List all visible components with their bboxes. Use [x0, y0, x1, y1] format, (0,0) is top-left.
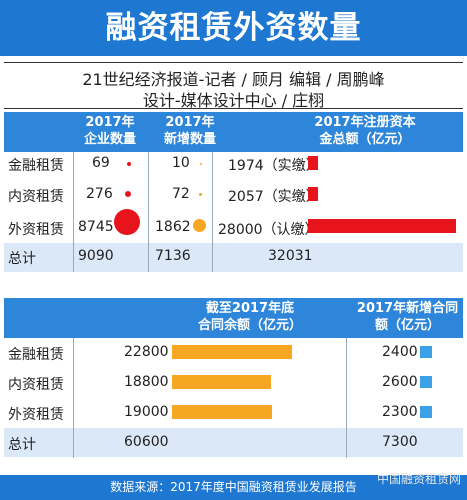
balance-bar-financial: [172, 345, 292, 359]
panel1-header-companies-2: 企业数量: [83, 132, 136, 147]
capital-bar-domestic: [308, 187, 318, 201]
footer-bar: [0, 475, 467, 500]
row-label-domestic: 内资租赁: [8, 377, 64, 393]
panel1-header-new-2: 新增数量: [163, 132, 216, 147]
divider: [4, 108, 463, 109]
new-contract-square-foreign: [420, 406, 432, 418]
panel2-header-new-1: 2017年新增合同: [356, 301, 459, 316]
column-divider: [346, 338, 347, 458]
panel2-total-row: [4, 428, 463, 457]
panel1-header-capital-2: 金总额（亿元）: [319, 132, 411, 147]
page-title: 融资租赁外资数量: [105, 10, 362, 46]
total-new-contract: 7300: [382, 434, 418, 450]
divider: [4, 62, 463, 63]
new-contract-financial: 2400: [382, 344, 418, 360]
panel1-header-capital-1: 2017年注册资本: [314, 115, 416, 130]
title-banner: [0, 0, 467, 56]
companies-dot-domestic: [125, 191, 131, 197]
total-label: 总计: [8, 437, 36, 453]
new-financial: 10: [172, 155, 190, 171]
column-divider: [346, 428, 347, 457]
row-label-foreign: 外资租赁: [8, 407, 64, 423]
panel1-header-companies-1: 2017年: [85, 115, 135, 130]
new-contract-domestic: 2600: [382, 374, 418, 390]
capital-bar-financial: [308, 156, 318, 170]
column-divider: [212, 152, 213, 272]
capital-domestic: 2057（实缴）: [228, 189, 320, 205]
balance-bar-domestic: [172, 375, 271, 389]
panel2-header: [4, 298, 463, 338]
total-balance: 60600: [124, 434, 169, 450]
new-dot-foreign: [193, 219, 206, 232]
panel2-header-balance-1: 截至2017年底: [205, 301, 295, 316]
new-contract-foreign: 2300: [382, 404, 418, 420]
column-divider: [148, 243, 149, 272]
column-divider: [148, 152, 149, 272]
total-capital: 32031: [268, 248, 313, 264]
capital-financial: 1974（实缴）: [228, 158, 320, 174]
new-dot-domestic: [199, 193, 202, 196]
balance-financial: 22800: [124, 344, 169, 360]
row-label-domestic: 内资租赁: [8, 189, 64, 205]
new-dot-financial: [200, 163, 202, 165]
footer-source: 数据来源：2017年度中国融资租赁业发展报告: [110, 480, 357, 494]
new-foreign: 1862: [155, 219, 191, 235]
companies-financial: 69: [92, 155, 110, 171]
watermark: 中国融资租赁网: [376, 472, 461, 486]
column-divider: [73, 152, 74, 272]
total-new: 7136: [155, 248, 191, 264]
capital-foreign: 28000（认缴）: [218, 222, 319, 238]
row-label-financial: 金融租赁: [8, 347, 64, 363]
companies-dot-foreign: [114, 209, 140, 235]
balance-bar-foreign: [172, 405, 272, 419]
column-divider: [73, 338, 74, 458]
column-divider: [73, 428, 74, 457]
panel1-header-new-1: 2017年: [165, 115, 215, 130]
credits-line-1: 21世纪经济报道-记者 / 顾月 编辑 / 周鹏峰: [82, 70, 385, 89]
new-domestic: 72: [172, 186, 190, 202]
row-label-financial: 金融租赁: [8, 158, 64, 174]
new-contract-square-domestic: [420, 376, 432, 388]
row-label-foreign: 外资租赁: [8, 222, 64, 238]
panel2-header-new-2: 额（亿元）: [374, 318, 440, 333]
balance-foreign: 19000: [124, 404, 169, 420]
credits-line-2: 设计-媒体设计中心 / 庄栩: [142, 91, 325, 110]
panel1-total-row: [4, 243, 463, 272]
panel1-header: [4, 112, 463, 152]
companies-domestic: 276: [86, 186, 113, 202]
balance-domestic: 18800: [124, 374, 169, 390]
column-divider: [73, 243, 74, 272]
companies-dot-financial: [127, 162, 131, 166]
panel2-header-balance-2: 合同余额（亿元）: [197, 318, 302, 333]
column-divider: [212, 243, 213, 272]
new-contract-square-financial: [420, 346, 432, 358]
companies-foreign: 8745: [78, 219, 114, 235]
capital-bar-foreign: [308, 219, 456, 233]
total-companies: 9090: [78, 248, 114, 264]
total-label: 总计: [8, 251, 36, 267]
